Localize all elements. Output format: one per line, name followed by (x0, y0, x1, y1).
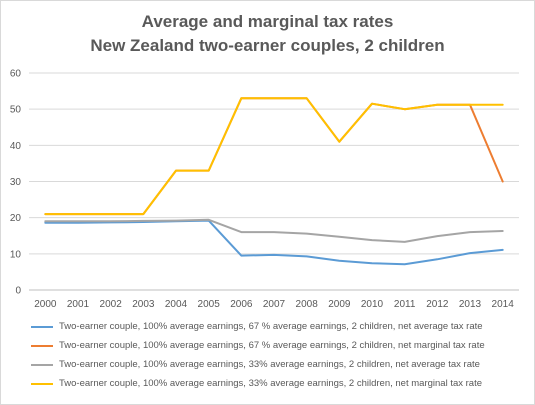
legend-label: Two-earner couple, 100% average earnings… (59, 340, 485, 351)
y-tick-label: 20 (10, 213, 22, 224)
y-tick-label: 30 (10, 177, 22, 188)
x-tick-label: 2008 (296, 299, 319, 310)
x-tick-label: 2012 (426, 299, 449, 310)
legend-entry: Two-earner couple, 100% average earnings… (31, 355, 531, 374)
x-tick-label: 2014 (492, 299, 515, 310)
y-tick-label: 10 (10, 249, 22, 260)
chart-legend: Two-earner couple, 100% average earnings… (31, 317, 531, 393)
legend-swatch (31, 325, 53, 328)
y-tick-label: 60 (10, 69, 22, 80)
legend-entry: Two-earner couple, 100% average earnings… (31, 374, 531, 393)
x-tick-label: 2003 (132, 299, 155, 310)
y-tick-label: 50 (10, 105, 22, 116)
chart-title: Average and marginal tax rates (141, 12, 394, 31)
series-line-4 (44, 97, 504, 216)
y-tick-label: 40 (10, 141, 22, 152)
x-tick-label: 2007 (263, 299, 286, 310)
x-tick-label: 2000 (34, 299, 57, 310)
legend-swatch (31, 344, 53, 347)
series-line-3 (44, 218, 504, 243)
legend-label: Two-earner couple, 100% average earnings… (59, 321, 483, 332)
legend-entry: Two-earner couple, 100% average earnings… (31, 336, 531, 355)
legend-entry: Two-earner couple, 100% average earnings… (31, 317, 531, 336)
x-tick-label: 2002 (100, 299, 123, 310)
series-line-2 (44, 97, 504, 216)
series-line-1 (44, 219, 504, 266)
legend-swatch (31, 363, 53, 366)
legend-label: Two-earner couple, 100% average earnings… (59, 378, 483, 389)
legend-swatch (31, 382, 53, 385)
x-tick-label: 2013 (459, 299, 482, 310)
x-tick-label: 2010 (361, 299, 384, 310)
legend-label: Two-earner couple, 100% average earnings… (59, 359, 480, 370)
chart-subtitle: New Zealand two-earner couples, 2 childr… (90, 36, 445, 55)
x-tick-label: 2009 (328, 299, 351, 310)
x-tick-label: 2001 (67, 299, 90, 310)
x-tick-label: 2006 (230, 299, 253, 310)
x-tick-label: 2004 (165, 299, 188, 310)
x-tick-label: 2005 (198, 299, 221, 310)
x-tick-label: 2011 (394, 299, 416, 310)
y-tick-label: 0 (15, 286, 21, 297)
